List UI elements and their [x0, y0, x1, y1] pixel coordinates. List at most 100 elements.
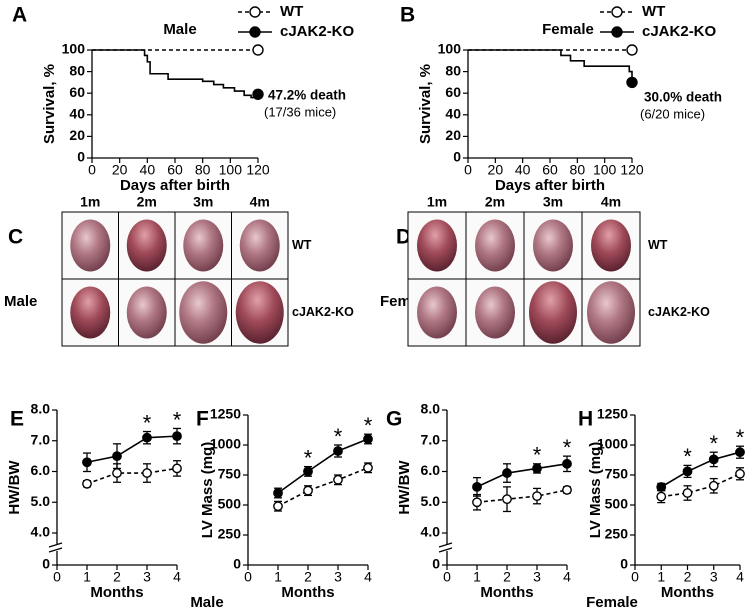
marker: [472, 497, 482, 508]
marker: [562, 485, 572, 495]
y-tick-label: 6.0: [31, 462, 51, 478]
y-tick-label: 1000: [597, 436, 628, 452]
significance-star: *: [304, 445, 313, 470]
marker: [82, 478, 92, 489]
marker: [735, 447, 745, 458]
row-label: cJAK2-KO: [292, 305, 354, 319]
x-axis-label: Months: [661, 584, 714, 601]
significance-star: *: [563, 435, 572, 460]
marker: [252, 44, 264, 56]
significance-star: *: [143, 410, 152, 435]
heart-photo: [529, 281, 577, 344]
row-label: WT: [648, 238, 668, 252]
row-label: WT: [292, 238, 312, 252]
y-tick-label: 60: [445, 84, 461, 100]
legend-marker: [611, 6, 623, 18]
heart-photo: [417, 219, 457, 272]
axis-break-gap: [441, 545, 453, 551]
x-tick-label: 0: [53, 569, 61, 585]
column-label: 2m: [137, 194, 157, 210]
x-tick-label: 3: [143, 569, 151, 585]
series-line: [468, 49, 633, 83]
y-axis-label: Survival, %: [41, 64, 58, 144]
marker: [303, 485, 313, 496]
x-tick-label: 4: [563, 569, 571, 585]
significance-star: *: [364, 413, 373, 438]
annotation: (6/20 mice): [640, 106, 705, 121]
series-line: [86, 435, 178, 464]
heart-photo: [70, 286, 111, 339]
legend-label: WT: [280, 3, 303, 20]
marker: [82, 457, 92, 468]
x-tick-label: 40: [140, 162, 156, 178]
marker: [333, 474, 343, 485]
marker: [735, 468, 745, 479]
annotation: (17/36 mice): [264, 104, 336, 119]
x-tick-label: 40: [515, 162, 531, 178]
panel-label: H: [578, 408, 593, 431]
marker: [333, 446, 343, 456]
series-line: [86, 467, 178, 485]
y-tick-label: 0: [432, 556, 440, 572]
y-axis-label: LV Mass (mg): [199, 442, 216, 538]
marker: [172, 431, 182, 442]
y-tick-label: 80: [445, 62, 461, 78]
heart-photo: [235, 281, 284, 344]
column-label: 3m: [543, 194, 563, 210]
y-tick-label: 4.0: [31, 524, 51, 540]
y-tick-label: 8.0: [421, 401, 441, 417]
x-tick-label: 0: [631, 569, 639, 585]
x-tick-label: 4: [736, 569, 744, 585]
column-label: 2m: [485, 194, 505, 210]
y-tick-label: 0: [77, 149, 85, 165]
marker: [562, 458, 572, 469]
y-tick-label: 6.0: [421, 462, 441, 478]
x-tick-label: 2: [304, 569, 312, 585]
y-tick-label: 80: [69, 62, 85, 78]
y-axis-label: Survival, %: [417, 64, 434, 144]
sex-label: Male: [4, 293, 37, 310]
x-tick-label: 20: [112, 162, 128, 178]
significance-star: *: [709, 431, 718, 456]
axis-break-gap: [51, 545, 63, 551]
series-line: [476, 489, 568, 504]
x-tick-label: 0: [443, 569, 451, 585]
annotation: 47.2% death: [268, 88, 346, 103]
marker: [656, 491, 667, 502]
marker: [273, 501, 283, 512]
x-tick-label: 0: [244, 569, 252, 585]
y-tick-label: 40: [445, 106, 461, 122]
heart-photo: [179, 281, 228, 344]
significance-star: *: [334, 424, 343, 449]
series-line: [476, 463, 568, 488]
legend-label: WT: [642, 3, 665, 20]
marker: [682, 488, 693, 498]
significance-star: *: [683, 444, 692, 469]
x-tick-label: 60: [167, 162, 183, 178]
y-tick-label: 0: [233, 556, 241, 572]
y-axis-label: LV Mass (mg): [587, 442, 604, 538]
x-tick-label: 0: [464, 162, 472, 178]
marker: [532, 463, 542, 474]
panel-label: C: [8, 226, 23, 249]
x-tick-label: 1: [657, 569, 665, 585]
heart-photo: [126, 286, 167, 339]
chart-title: Male: [163, 21, 196, 38]
heart-photo: [591, 219, 631, 272]
x-tick-label: 4: [173, 569, 181, 585]
x-tick-label: 1: [83, 569, 91, 585]
y-tick-label: 100: [438, 41, 462, 57]
y-tick-label: 500: [605, 496, 629, 512]
y-tick-label: 1250: [210, 406, 241, 422]
column-label: 4m: [601, 194, 621, 210]
x-tick-label: 100: [219, 162, 243, 178]
column-label: 1m: [427, 194, 447, 210]
x-tick-label: 1: [274, 569, 282, 585]
marker: [502, 468, 512, 478]
x-tick-label: 3: [710, 569, 718, 585]
panel-label: D: [396, 226, 411, 249]
marker: [303, 466, 313, 477]
y-tick-label: 40: [69, 106, 85, 122]
heart-photo: [70, 219, 111, 272]
